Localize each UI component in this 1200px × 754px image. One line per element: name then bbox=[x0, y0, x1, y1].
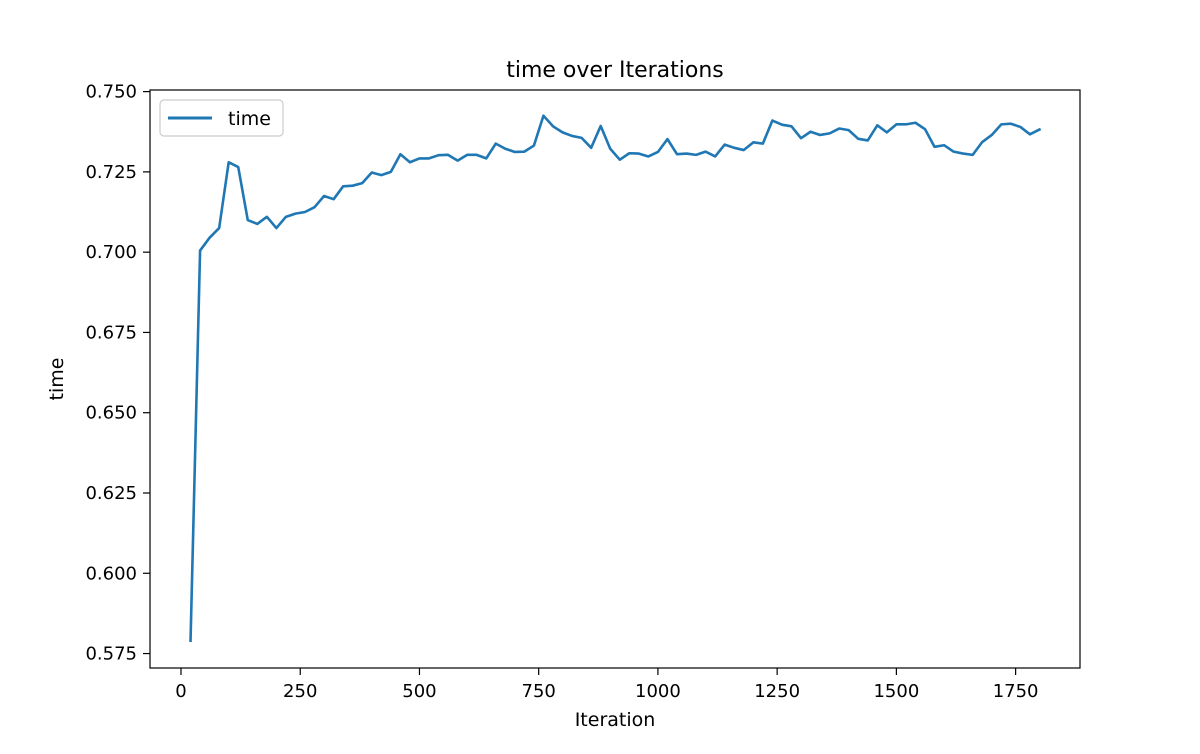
chart-title: time over Iterations bbox=[506, 58, 724, 83]
x-tick-label: 1500 bbox=[873, 681, 919, 702]
x-tick-label: 250 bbox=[283, 681, 317, 702]
y-tick-label: 0.650 bbox=[85, 403, 137, 424]
y-tick-label: 0.700 bbox=[85, 242, 137, 263]
y-axis: 0.575 0.600 0.625 0.650 0.675 0.700 0.725 0.750 bbox=[85, 82, 150, 665]
legend-label-time: time bbox=[228, 108, 271, 130]
y-tick-label: 0.600 bbox=[85, 563, 137, 584]
x-axis-label: Iteration bbox=[575, 709, 656, 731]
legend-box bbox=[159, 99, 284, 137]
y-tick-label: 0.575 bbox=[85, 644, 137, 665]
x-tick-label: 750 bbox=[522, 681, 556, 702]
x-axis: 0 250 500 750 1000 1250 1500 1750 bbox=[175, 668, 1039, 702]
y-tick-label: 0.750 bbox=[85, 82, 137, 103]
y-tick-label: 0.725 bbox=[85, 162, 137, 183]
legend: time bbox=[159, 99, 284, 137]
series-line-time bbox=[189, 114, 1042, 643]
x-tick-label: 1250 bbox=[754, 681, 800, 702]
x-tick-label: 1750 bbox=[993, 681, 1039, 702]
x-tick-label: 500 bbox=[402, 681, 436, 702]
y-tick-label: 0.625 bbox=[85, 483, 137, 504]
x-tick-label: 1000 bbox=[635, 681, 681, 702]
y-tick-label: 0.675 bbox=[85, 322, 137, 343]
axes-frame bbox=[149, 89, 1081, 669]
plot-area bbox=[189, 114, 1042, 643]
y-axis-label: time bbox=[46, 358, 68, 401]
x-tick-label: 0 bbox=[175, 681, 186, 702]
